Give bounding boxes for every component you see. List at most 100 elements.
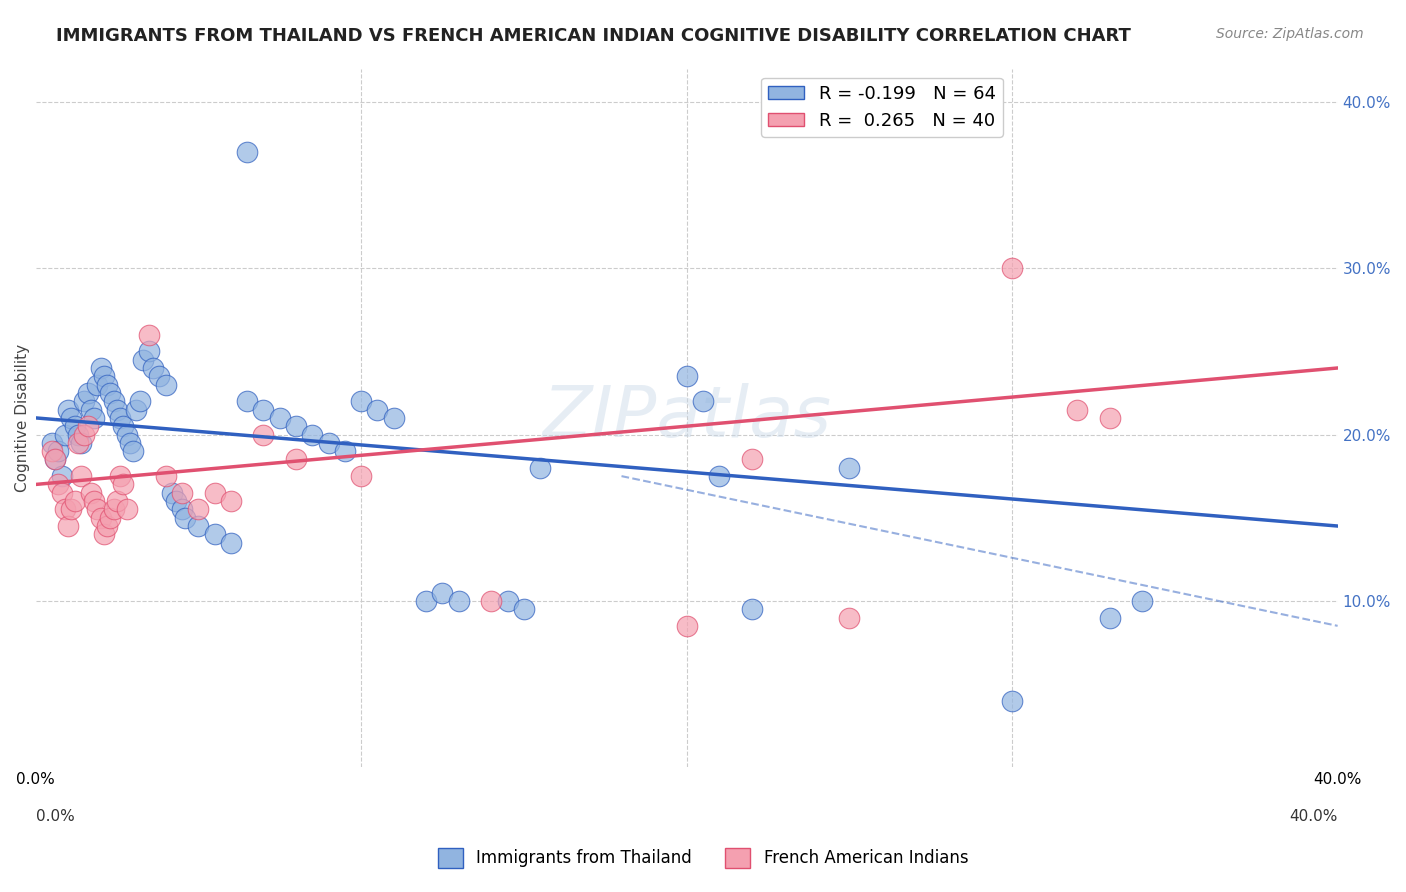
Point <box>80 402 103 417</box>
Text: IMMIGRANTS FROM THAILAND VS FRENCH AMERICAN INDIAN COGNITIVE DISABILITY CORRELAT: IMMIGRANTS FROM THAILAND VS FRENCH AMERI… <box>56 27 1130 45</box>
Point <box>128 394 150 409</box>
Point <box>1001 261 1024 276</box>
Point <box>301 427 323 442</box>
Point <box>252 427 274 442</box>
Point <box>132 352 155 367</box>
Point <box>350 394 373 409</box>
Point <box>1098 610 1121 624</box>
Point <box>162 485 184 500</box>
Point <box>115 502 138 516</box>
Point <box>105 494 128 508</box>
Point <box>108 469 131 483</box>
Point <box>83 494 105 508</box>
Point <box>170 502 193 516</box>
Point <box>318 435 340 450</box>
Point <box>1066 402 1088 417</box>
Point <box>366 402 388 417</box>
Point <box>115 427 138 442</box>
Point <box>219 535 242 549</box>
Point <box>56 402 79 417</box>
Point <box>90 510 112 524</box>
Point <box>252 402 274 417</box>
Point <box>138 327 160 342</box>
Point <box>219 494 242 508</box>
Point <box>187 519 209 533</box>
Point <box>66 427 89 442</box>
Point <box>382 410 405 425</box>
Point <box>73 427 96 442</box>
Point <box>155 377 177 392</box>
Point <box>73 394 96 409</box>
Point <box>236 145 259 159</box>
Point <box>80 485 103 500</box>
Point <box>70 469 93 483</box>
Legend: R = -0.199   N = 64, R =  0.265   N = 40: R = -0.199 N = 64, R = 0.265 N = 40 <box>761 78 1002 137</box>
Point <box>122 444 145 458</box>
Point <box>63 419 86 434</box>
Point <box>333 444 356 458</box>
Point <box>56 519 79 533</box>
Text: 40.0%: 40.0% <box>1289 809 1337 824</box>
Point <box>187 502 209 516</box>
Y-axis label: Cognitive Disability: Cognitive Disability <box>15 343 30 492</box>
Point <box>70 435 93 450</box>
Point <box>118 435 141 450</box>
Point <box>51 469 73 483</box>
Point <box>174 510 197 524</box>
Point <box>93 369 115 384</box>
Legend: Immigrants from Thailand, French American Indians: Immigrants from Thailand, French America… <box>432 841 974 875</box>
Point <box>675 619 697 633</box>
Point <box>170 485 193 500</box>
Point <box>103 502 125 516</box>
Point <box>204 527 226 541</box>
Point <box>1130 594 1153 608</box>
Point <box>838 460 860 475</box>
Point <box>108 410 131 425</box>
Point <box>479 594 502 608</box>
Point <box>1098 410 1121 425</box>
Point <box>415 594 437 608</box>
Point <box>100 386 122 401</box>
Point <box>96 519 118 533</box>
Point <box>529 460 551 475</box>
Point <box>138 344 160 359</box>
Point <box>432 585 454 599</box>
Point <box>76 419 98 434</box>
Point <box>447 594 470 608</box>
Point <box>46 444 69 458</box>
Point <box>155 469 177 483</box>
Point <box>100 510 122 524</box>
Text: ZIPatlas: ZIPatlas <box>543 384 831 452</box>
Point <box>90 361 112 376</box>
Point <box>148 369 170 384</box>
Point <box>692 394 714 409</box>
Point <box>112 477 135 491</box>
Point <box>269 410 291 425</box>
Point <box>103 394 125 409</box>
Point <box>165 494 187 508</box>
Point <box>142 361 165 376</box>
Point <box>41 444 63 458</box>
Point <box>51 485 73 500</box>
Point <box>93 527 115 541</box>
Point <box>204 485 226 500</box>
Point <box>112 419 135 434</box>
Point <box>496 594 519 608</box>
Point <box>125 402 148 417</box>
Text: 0.0%: 0.0% <box>35 809 75 824</box>
Point <box>105 402 128 417</box>
Point <box>838 610 860 624</box>
Point <box>60 502 83 516</box>
Point <box>285 419 308 434</box>
Point <box>86 502 108 516</box>
Point <box>63 494 86 508</box>
Point <box>53 502 76 516</box>
Point <box>675 369 697 384</box>
Point <box>44 452 66 467</box>
Point <box>86 377 108 392</box>
Point <box>41 435 63 450</box>
Text: Source: ZipAtlas.com: Source: ZipAtlas.com <box>1216 27 1364 41</box>
Point <box>513 602 536 616</box>
Point <box>236 394 259 409</box>
Point <box>285 452 308 467</box>
